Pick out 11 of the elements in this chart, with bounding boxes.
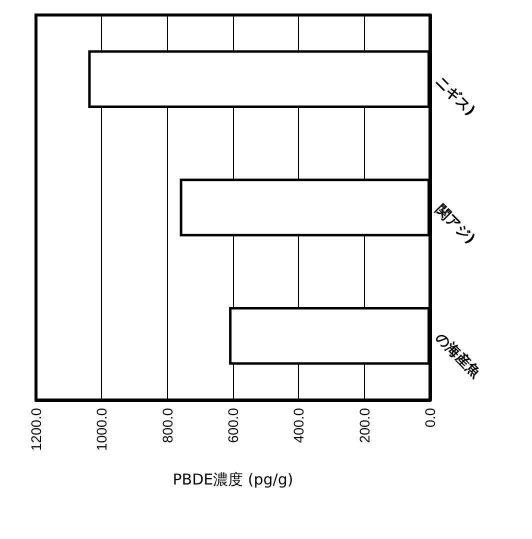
x-tick-label: 400.0 [290, 408, 307, 444]
x-tick-label: 200.0 [356, 408, 372, 444]
x-tick-label: 1000.0 [94, 408, 110, 451]
x-axis-title: PBDE濃度 (pg/g) [172, 470, 294, 488]
x-tick-label: 1200.0 [28, 408, 44, 451]
x-tick-label: 0.0 [422, 408, 438, 428]
y-tick-label: ニギス) [432, 74, 478, 120]
y-tick-label: 関アジ) [432, 202, 478, 248]
x-tick-label: 800.0 [159, 408, 176, 444]
y-tick-label: の海産魚 [432, 329, 485, 382]
x-tick-label: 600.0 [225, 408, 241, 444]
